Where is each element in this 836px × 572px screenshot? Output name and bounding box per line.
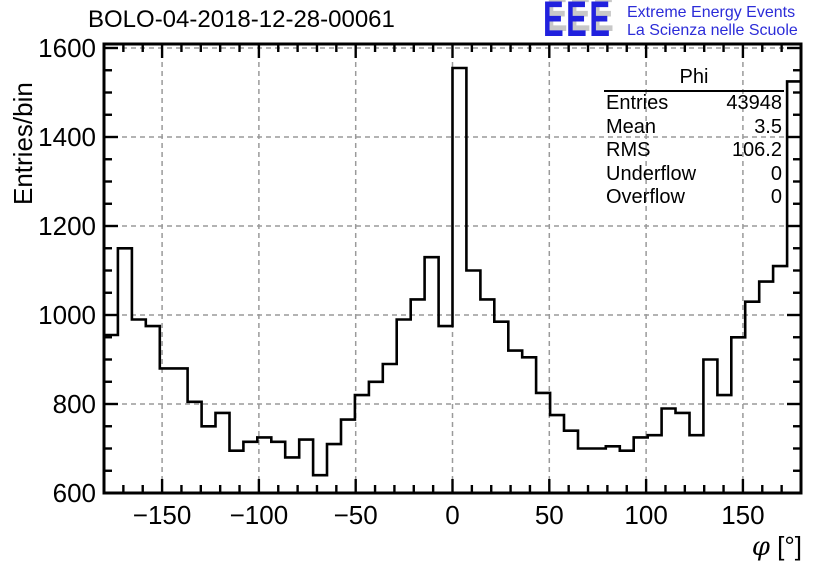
stats-row-rms: RMS 106.2 (604, 139, 784, 163)
eee-logo-line2: La Scienza nelle Scuole (627, 22, 798, 39)
x-axis-title: φ [°] (690, 531, 802, 562)
x-axis-units: [°] (769, 531, 802, 561)
stats-value: 0 (770, 186, 782, 209)
axis-ticks (104, 44, 801, 495)
stats-row-entries: Entries 43948 (604, 92, 784, 116)
stats-label: Mean (606, 115, 657, 138)
tick-label: 1200 (38, 211, 96, 241)
stats-label: Entries (606, 92, 669, 114)
histogram-line (104, 66, 801, 477)
axis-tick-labels: −150 −100 −50 0 50 100 150 600 800 1000 1200 1400 16… (38, 33, 764, 530)
stats-label: Underflow (606, 162, 697, 185)
stats-box-title: Phi (604, 66, 784, 92)
tick-label: 150 (721, 500, 764, 530)
stats-label: RMS (606, 139, 651, 162)
phi-symbol: φ (751, 532, 770, 562)
tick-label: 100 (624, 500, 667, 530)
tick-label: 0 (445, 500, 459, 530)
page-title: BOLO-04-2018-12-28-00061 (88, 6, 395, 33)
stats-row-overflow: Overflow 0 (604, 186, 784, 210)
stats-value: 106.2 (731, 139, 782, 162)
stats-box: Phi Entries 43948 Mean 3.5 RMS 106.2 Und… (604, 66, 784, 210)
stats-value: 3.5 (754, 115, 782, 138)
stats-row-underflow: Underflow 0 (604, 163, 784, 187)
eee-logo: EEE Extreme Energy Events La Scienza nel… (543, 0, 798, 44)
tick-label: −100 (230, 500, 289, 530)
tick-label: −50 (334, 500, 378, 530)
eee-logo-line1: Extreme Energy Events (627, 4, 796, 21)
tick-label: 1000 (38, 300, 96, 330)
tick-label: 1400 (38, 122, 96, 152)
tick-label: 1600 (38, 33, 96, 63)
stats-row-mean: Mean 3.5 (604, 116, 784, 140)
stats-value: 43948 (726, 92, 782, 114)
tick-label: 600 (53, 478, 96, 508)
stats-label: Overflow (606, 186, 685, 209)
tick-label: 800 (53, 389, 96, 419)
tick-label: 50 (535, 500, 564, 530)
tick-label: −150 (133, 500, 192, 530)
stats-value: 0 (770, 162, 782, 185)
eee-logo-text: Extreme Energy Events La Scienza nelle S… (627, 2, 798, 40)
